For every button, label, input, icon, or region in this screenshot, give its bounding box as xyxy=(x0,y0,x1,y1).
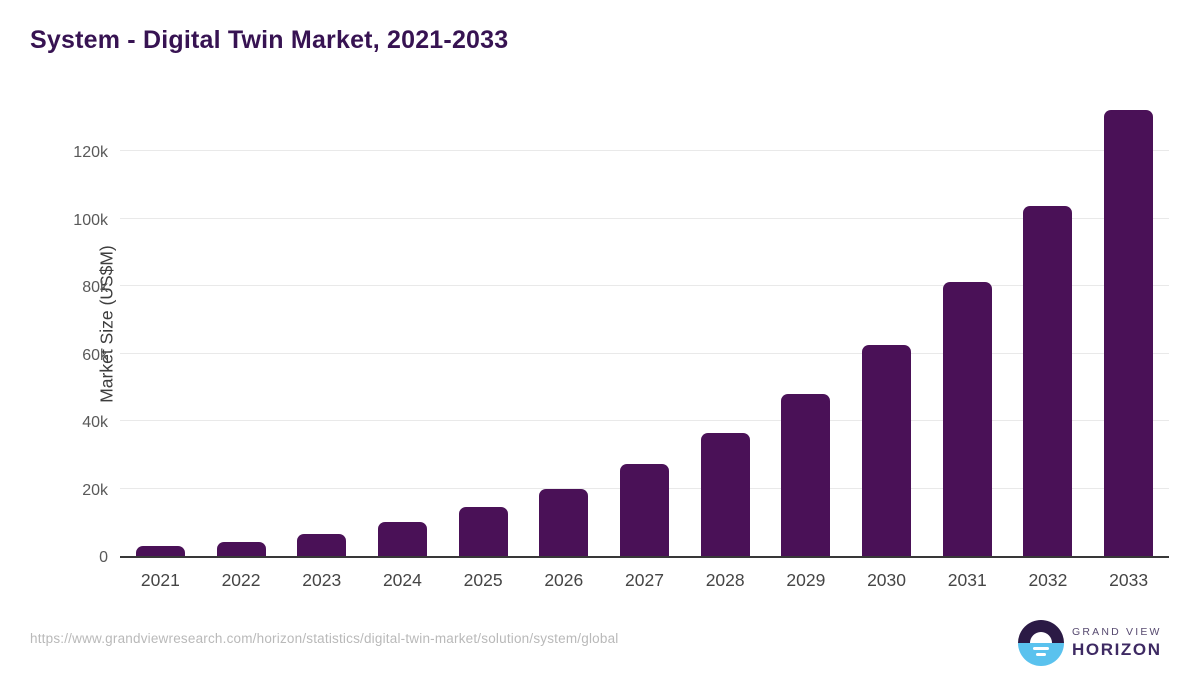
gridline-40k xyxy=(120,420,1169,422)
bar-2030 xyxy=(862,344,912,556)
x-axis-tick-labels: 2021 2022 2023 2024 2025 2026 2027 2028 2029 2030… xyxy=(120,570,1169,591)
gridline-60k xyxy=(120,352,1169,354)
y-tick-label: 100k xyxy=(73,211,108,229)
x-tick-label-2033: 2033 xyxy=(1109,570,1149,590)
bar-2025 xyxy=(458,507,508,556)
x-tick-label-2021: 2021 xyxy=(140,570,180,590)
bar-slot-2031 xyxy=(927,90,1008,556)
bar-slot-2030 xyxy=(846,90,927,556)
x-tick-label-2026: 2026 xyxy=(544,570,584,590)
gridline-100k xyxy=(120,217,1169,219)
bar-2022 xyxy=(216,541,266,556)
x-tick-label-2024: 2024 xyxy=(382,570,422,590)
bar-2024 xyxy=(377,522,427,556)
logo-sky-half xyxy=(1018,620,1064,643)
y-tick-label: 120k xyxy=(73,144,108,162)
bar-2023 xyxy=(297,533,347,556)
x-tick-label-2022: 2022 xyxy=(221,570,261,590)
x-tick-label-2025: 2025 xyxy=(463,570,503,590)
bar-2027 xyxy=(619,463,669,556)
source-url: https://www.grandviewresearch.com/horizo… xyxy=(30,631,619,646)
bar-2032 xyxy=(1023,205,1073,556)
bar-slot-2026 xyxy=(523,90,604,556)
logo-product-name: HORIZON xyxy=(1072,640,1162,659)
bar-slot-2028 xyxy=(685,90,766,556)
x-tick-label-2029: 2029 xyxy=(786,570,826,590)
chart-title: System - Digital Twin Market, 2021-2033 xyxy=(30,26,509,54)
gridline-80k xyxy=(120,285,1169,287)
x-tick-label-2032: 2032 xyxy=(1028,570,1068,590)
logo-reflection-line xyxy=(1033,647,1049,650)
bar-slot-2029 xyxy=(766,90,847,556)
bar-slot-2032 xyxy=(1008,90,1089,556)
y-tick-label: 60k xyxy=(82,346,108,364)
bar-slot-2021 xyxy=(120,90,201,556)
logo-brand-name: GRAND VIEW xyxy=(1072,626,1162,638)
bar-slot-2022 xyxy=(201,90,282,556)
bar-2021 xyxy=(135,545,185,556)
logo-sun-icon xyxy=(1030,632,1052,643)
x-tick-label-2031: 2031 xyxy=(947,570,987,590)
bar-slot-2033 xyxy=(1088,90,1169,556)
bar-slot-2024 xyxy=(362,90,443,556)
bar-2031 xyxy=(942,281,992,556)
bar-slot-2025 xyxy=(443,90,524,556)
bars-layer xyxy=(120,90,1169,556)
grand-view-horizon-logo-icon xyxy=(1018,620,1064,666)
bar-2033 xyxy=(1104,109,1154,556)
bar-2026 xyxy=(539,488,589,556)
bar-2029 xyxy=(781,393,831,556)
bar-2028 xyxy=(700,433,750,556)
y-tick-label: 80k xyxy=(82,279,108,297)
x-tick-label-2030: 2030 xyxy=(867,570,906,590)
bar-slot-2027 xyxy=(604,90,685,556)
brand-logo: GRAND VIEW HORIZON xyxy=(1018,620,1162,666)
y-axis-title: Market Size (US$M) xyxy=(96,245,117,403)
gridline-120k xyxy=(120,150,1169,152)
logo-reflection-line xyxy=(1036,653,1046,656)
y-tick-label: 0 xyxy=(99,549,108,566)
logo-text: GRAND VIEW HORIZON xyxy=(1072,626,1162,660)
y-tick-label: 20k xyxy=(82,481,108,499)
plot-area xyxy=(120,90,1169,558)
y-tick-label: 40k xyxy=(82,414,108,432)
x-tick-label-2023: 2023 xyxy=(302,570,342,590)
x-tick-label-2028: 2028 xyxy=(705,570,745,590)
x-tick-label-2027: 2027 xyxy=(625,570,664,590)
bar-slot-2023 xyxy=(281,90,362,556)
